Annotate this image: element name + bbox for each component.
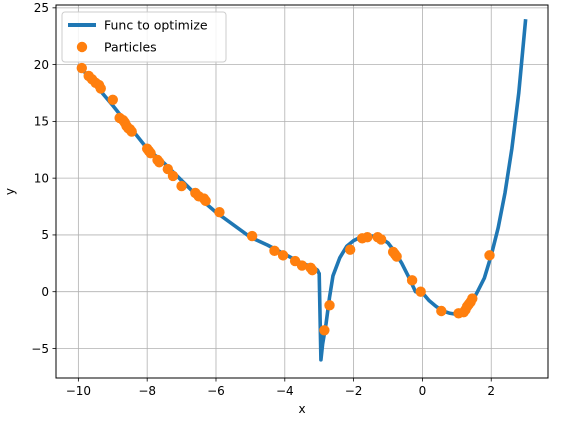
x-tick-label: −6 (207, 384, 225, 398)
y-tick-label: 10 (34, 171, 49, 185)
ticks: −10 −8 −6 −4 −2 0 2 −5 0 5 10 15 20 25 (31, 1, 495, 398)
particle-point (145, 147, 156, 159)
x-tick-label: 2 (487, 384, 495, 398)
particle-point (95, 83, 106, 94)
particle-point (436, 305, 447, 317)
particle-point (484, 250, 495, 261)
x-axis-label: x (298, 402, 305, 416)
legend-box (61, 11, 227, 63)
grid (56, 5, 548, 378)
x-tick-label: 0 (419, 384, 427, 398)
y-tick-label: 15 (34, 115, 49, 129)
x-tick-label: −4 (276, 384, 294, 398)
y-tick-label: 20 (34, 58, 49, 72)
particle-point (307, 264, 318, 276)
particle-point (126, 126, 137, 137)
particle-point (375, 234, 387, 245)
legend-label-particles: Particles (104, 40, 157, 55)
particle-point (344, 244, 356, 255)
y-tick-label: 0 (41, 285, 49, 299)
x-tick-label: −2 (345, 384, 363, 398)
particle-point (391, 251, 402, 262)
particle-point (406, 275, 418, 286)
particle-point (467, 293, 478, 304)
particle-point (269, 245, 280, 257)
legend-label-func: Func to optimize (104, 18, 208, 33)
particle-point (415, 286, 426, 297)
particle-point (107, 94, 118, 106)
plot-area (76, 19, 528, 362)
particle-point (154, 157, 165, 168)
particle-point (76, 62, 88, 74)
particle-point (319, 325, 330, 336)
x-tick-label: −10 (66, 384, 91, 398)
particle-point (277, 250, 289, 261)
y-tick-label: 25 (34, 1, 49, 15)
particle-point (214, 207, 225, 218)
particle-point (296, 260, 308, 271)
x-tick-label: −8 (138, 384, 156, 398)
particle-point (362, 232, 373, 243)
y-axis-label: y (3, 188, 17, 195)
y-tick-label: −5 (31, 342, 49, 356)
y-tick-label: 5 (41, 228, 49, 242)
particle-point (324, 300, 335, 311)
legend-particle-swatch (76, 41, 88, 53)
particle-point (246, 230, 258, 242)
axes-frame (55, 4, 549, 379)
particle-point (176, 180, 187, 192)
legend: Func to optimize Particles (61, 11, 227, 63)
particle-point (167, 170, 179, 182)
particle-point (200, 195, 211, 207)
